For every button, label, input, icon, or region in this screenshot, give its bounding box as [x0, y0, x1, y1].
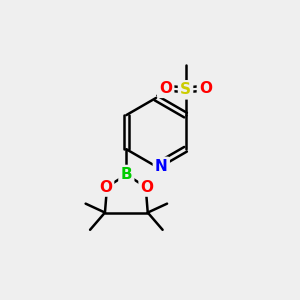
- Text: O: O: [99, 179, 112, 194]
- Text: N: N: [155, 159, 168, 174]
- Text: O: O: [199, 81, 212, 96]
- Text: B: B: [121, 167, 132, 182]
- Text: O: O: [141, 179, 154, 194]
- Text: O: O: [159, 81, 172, 96]
- Text: S: S: [180, 82, 191, 97]
